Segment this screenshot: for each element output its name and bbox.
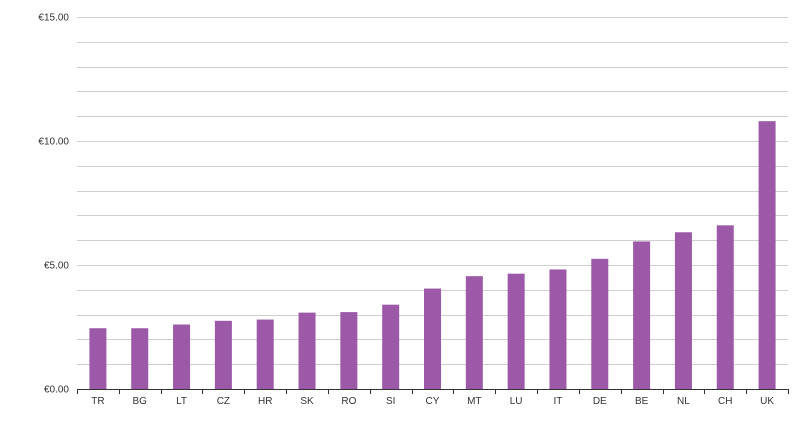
x-tick-label: LT: [176, 396, 187, 407]
bar-bg: [131, 328, 149, 389]
bars: [89, 121, 776, 389]
bar-it: [549, 269, 567, 389]
x-tick-label: SI: [386, 396, 395, 407]
x-tick-label: SK: [300, 396, 314, 407]
x-tick-label: DE: [593, 396, 607, 407]
y-tick-label: €0.00: [44, 385, 69, 396]
x-tick-label: HR: [258, 396, 272, 407]
bar-cy: [424, 288, 441, 389]
x-tick-label: NL: [677, 396, 690, 407]
x-tick-label: MT: [467, 396, 481, 407]
bar-hr: [256, 319, 274, 389]
gridlines: [77, 17, 788, 365]
bar-tr: [89, 328, 107, 389]
x-tick-label: RO: [341, 396, 356, 407]
x-tick-label: CY: [426, 396, 440, 407]
bar-nl: [674, 232, 692, 389]
bar-ro: [340, 312, 358, 389]
x-tick-label: BG: [133, 396, 148, 407]
bar-uk: [758, 121, 776, 389]
bar-de: [591, 258, 609, 389]
x-axis: [77, 389, 789, 394]
x-tick-label: BE: [635, 396, 649, 407]
bar-ch: [716, 225, 734, 389]
bar-sk: [298, 312, 316, 389]
y-tick-label: €15.00: [38, 13, 69, 24]
y-tick-label: €10.00: [38, 137, 69, 148]
bar-lu: [507, 273, 525, 389]
bar-lt: [173, 324, 191, 389]
x-tick-label: CZ: [217, 396, 230, 407]
bar-be: [633, 241, 651, 389]
bar-mt: [465, 276, 483, 389]
y-axis-tick-labels: €0.00 €5.00 €10.00 €15.00: [38, 13, 69, 396]
x-tick-label: TR: [91, 396, 104, 407]
bar-si: [382, 304, 400, 389]
x-axis-tick-labels: TR BG LT CZ HR SK RO SI CY MT LU IT DE BE NL CH UK: [91, 396, 774, 407]
y-tick-label: €5.00: [44, 261, 69, 272]
x-tick-label: UK: [760, 396, 774, 407]
x-tick-label: IT: [554, 396, 563, 407]
x-tick-label: LU: [510, 396, 523, 407]
bar-cz: [214, 320, 232, 389]
x-tick-label: CH: [718, 396, 732, 407]
